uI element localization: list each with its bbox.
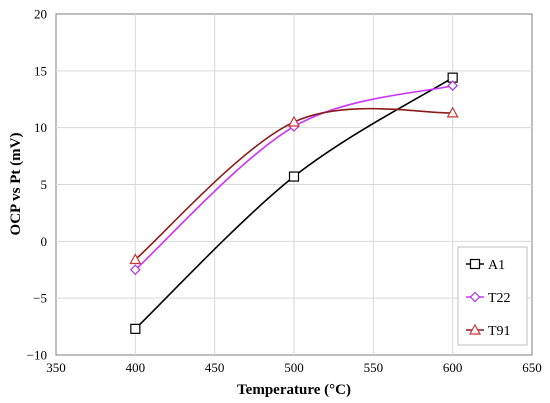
data-point-a1 (130, 323, 141, 334)
x-tick-label: 450 (205, 360, 225, 375)
y-tick-label: 10 (34, 120, 47, 135)
legend-marker-t22 (469, 291, 481, 303)
y-axis-ticks: −10 −5 0 5 10 15 20 (27, 7, 47, 363)
x-tick-label: 350 (46, 360, 66, 375)
x-tick-label: 500 (284, 360, 304, 375)
x-axis-title: Temperature (°C) (237, 382, 351, 398)
legend-label-t22: T22 (488, 291, 511, 306)
x-tick-label: 650 (522, 360, 542, 375)
y-tick-label: −5 (33, 291, 47, 306)
y-tick-label: 15 (34, 63, 47, 78)
y-axis-title: OCP vs Pt (mV) (8, 133, 24, 236)
data-point-t22 (447, 80, 459, 91)
legend-marker-t91 (468, 323, 482, 335)
x-tick-label: 550 (364, 360, 384, 375)
legend-item-t22: T22 (466, 291, 511, 306)
legend-label-a1: A1 (488, 258, 505, 273)
data-point-t22 (129, 264, 141, 276)
y-tick-label: −10 (27, 348, 47, 363)
data-point-t91 (287, 115, 301, 127)
y-tick-label: 5 (41, 177, 48, 192)
legend: A1 T22 T91 (457, 246, 528, 346)
legend-marker-a1 (469, 258, 481, 270)
y-tick-label: 20 (34, 7, 47, 22)
legend-item-t91: T91 (466, 323, 511, 339)
data-point-t91 (446, 106, 459, 118)
data-point-a1 (288, 171, 300, 182)
y-tick-label: 0 (41, 234, 48, 249)
series-layer (129, 72, 459, 334)
x-tick-label: 600 (443, 360, 463, 375)
series-t91 (129, 106, 459, 265)
legend-label-t91: T91 (488, 324, 511, 339)
data-point-t91 (129, 253, 142, 265)
x-tick-label: 400 (126, 360, 146, 375)
legend-item-a1: A1 (466, 258, 505, 273)
x-axis-ticks: 350 400 450 500 550 600 650 (46, 360, 542, 375)
